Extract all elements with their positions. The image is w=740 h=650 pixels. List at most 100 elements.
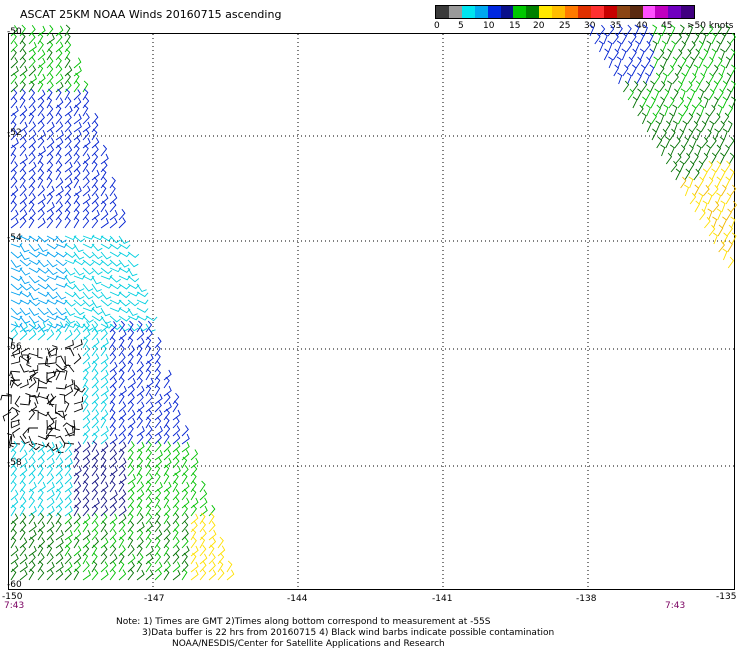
wind-barb: [704, 216, 711, 229]
wind-barb: [671, 40, 677, 53]
wind-barb: [199, 561, 207, 573]
wind-barb: [690, 88, 696, 101]
wind-barb: [55, 208, 63, 221]
wind-barb: [712, 200, 720, 213]
wind-barb: [46, 544, 53, 557]
wind-barb: [730, 80, 736, 93]
wind-barb: [46, 283, 58, 292]
wind-barb: [82, 299, 94, 307]
wind-barb: [710, 152, 717, 165]
wind-barb: [729, 184, 737, 197]
wind-barb: [109, 193, 118, 205]
wind-barb: [641, 96, 647, 109]
wind-barb: [683, 152, 691, 165]
wind-barb: [145, 384, 152, 397]
wind-barb: [688, 144, 694, 157]
wind-barb: [118, 320, 126, 333]
wind-barb: [118, 392, 125, 405]
wind-barb: [641, 80, 648, 93]
wind-barb: [64, 88, 71, 101]
wind-barb: [19, 160, 27, 173]
wind-barb: [91, 315, 104, 322]
wind-barb: [607, 24, 615, 37]
wind-barb: [682, 120, 688, 133]
note-line: 3)Data buffer is 22 hrs from 20160715 4)…: [142, 628, 555, 638]
wind-barb: [118, 416, 125, 429]
wind-barb: [100, 529, 108, 541]
wind-barb: [19, 235, 32, 241]
wind-barb: [91, 251, 103, 260]
wind-barb: [100, 561, 109, 573]
wind-barb: [656, 136, 663, 149]
wind-barb: [64, 315, 76, 324]
wind-barb: [64, 530, 73, 541]
wind-barb: [64, 339, 74, 349]
wind-barb: [136, 361, 144, 373]
wind-barb: [46, 251, 59, 258]
wind-barb: [73, 161, 81, 173]
wind-barb: [100, 545, 108, 557]
wind-barb: [109, 440, 117, 453]
wind-barb: [73, 396, 84, 405]
wind-barb: [190, 513, 199, 525]
wind-barb: [28, 365, 39, 373]
wind-barb: [73, 403, 83, 413]
wind-barb: [655, 120, 661, 133]
wind-barb: [706, 144, 711, 157]
wind-barb: [64, 96, 72, 109]
wind-barb: [190, 504, 197, 517]
wind-barb: [154, 401, 162, 413]
wind-barb: [622, 64, 629, 77]
wind-barb: [136, 385, 145, 397]
wind-barb: [145, 432, 153, 445]
wind-barb: [163, 529, 171, 541]
wind-barb: [55, 368, 61, 381]
wind-barb: [91, 393, 100, 405]
wind-barb: [648, 32, 654, 45]
wind-barb: [678, 128, 684, 141]
wind-barb: [145, 416, 152, 429]
wind-barb: [136, 393, 144, 405]
wind-barb: [653, 56, 659, 69]
wind-barb: [100, 569, 109, 581]
wind-barb: [701, 152, 709, 165]
wind-barb: [73, 72, 80, 85]
wind-barb: [668, 96, 675, 109]
wind-barb: [28, 33, 36, 45]
wind-barb: [127, 545, 135, 557]
wind-barb: [28, 153, 36, 165]
wind-barb: [55, 259, 68, 267]
wind-barb: [118, 520, 126, 533]
wind-barb: [55, 328, 62, 341]
wind-barbs: [0, 24, 738, 581]
wind-barb: [28, 88, 36, 101]
wind-barb: [100, 251, 112, 260]
wind-barb: [91, 176, 98, 189]
wind-barb: [19, 112, 27, 125]
wind-barb: [100, 386, 109, 397]
wind-barb: [154, 384, 161, 397]
wind-barb: [55, 64, 63, 77]
wind-barb: [37, 96, 45, 109]
wind-barb: [28, 129, 37, 141]
wind-barb: [127, 474, 136, 485]
wind-barb: [727, 104, 733, 117]
wind-barb: [190, 457, 199, 469]
wind-barb: [127, 496, 135, 509]
wind-barb: [10, 419, 20, 429]
wind-barb: [687, 112, 694, 125]
wind-barb: [118, 560, 125, 573]
wind-barb: [19, 504, 26, 517]
wind-barb: [118, 299, 131, 307]
wind-barb: [703, 96, 709, 109]
wind-barb: [82, 489, 90, 501]
wind-barb: [10, 504, 17, 517]
wind-barb: [19, 379, 29, 389]
wind-barb: [46, 449, 55, 461]
wind-barb: [118, 243, 131, 250]
wind-barb: [109, 377, 118, 389]
colorbar-label: 40: [636, 21, 648, 31]
wind-barb: [82, 177, 90, 189]
wind-barb: [100, 400, 107, 413]
wind-barb: [712, 232, 718, 245]
